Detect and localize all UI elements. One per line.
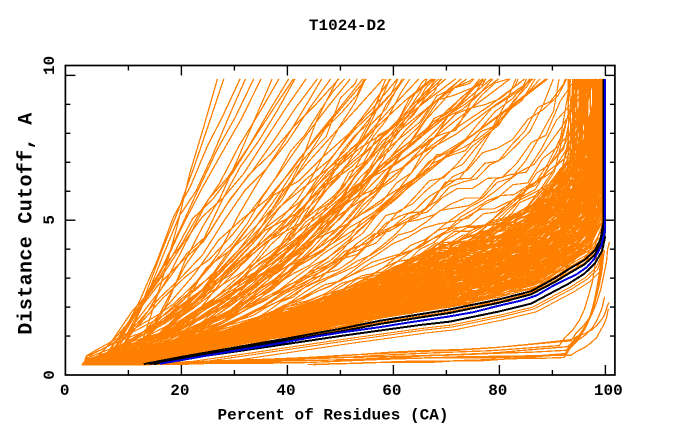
svg-text:10: 10 (41, 56, 59, 75)
svg-text:40: 40 (276, 382, 295, 400)
svg-text:Percent of Residues (CA): Percent of Residues (CA) (218, 407, 449, 425)
svg-text:80: 80 (488, 382, 507, 400)
svg-text:Distance Cutoff, A: Distance Cutoff, A (15, 112, 38, 334)
svg-text:20: 20 (170, 382, 189, 400)
svg-text:0: 0 (60, 382, 70, 400)
svg-text:100: 100 (594, 382, 623, 400)
svg-text:5: 5 (41, 215, 59, 225)
svg-text:60: 60 (382, 382, 401, 400)
svg-text:T1024-D2: T1024-D2 (309, 17, 386, 35)
svg-text:0: 0 (41, 370, 59, 380)
